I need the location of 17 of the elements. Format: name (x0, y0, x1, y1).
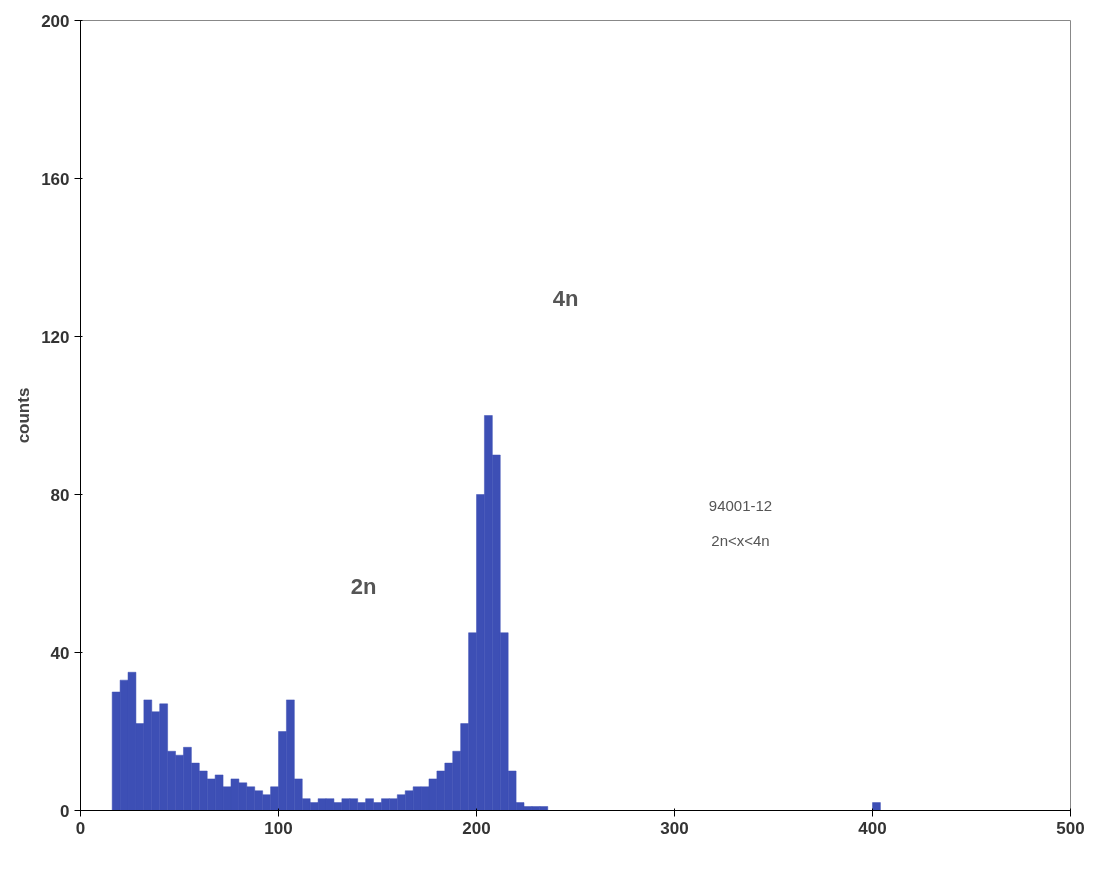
x-tick-label: 200 (462, 818, 491, 838)
annotation: 4n (552, 285, 579, 311)
annotation: 94001-12 (708, 496, 773, 514)
y-tick-label: 40 (50, 643, 70, 663)
x-tick-label: 300 (660, 818, 689, 838)
x-tick-label: 500 (1056, 818, 1085, 838)
y-tick-label: 200 (41, 11, 70, 31)
x-tick-label: 400 (858, 818, 887, 838)
y-tick-label: 120 (41, 327, 70, 347)
annotation: 2n<x<4n (711, 531, 770, 549)
y-tick-label: 80 (50, 485, 70, 505)
x-tick-label: 100 (264, 818, 293, 838)
x-tick-label: 0 (75, 818, 86, 838)
y-axis-title: counts (14, 387, 34, 444)
y-tick-label: 0 (60, 801, 70, 821)
annotation: 2n (350, 573, 377, 599)
y-tick-label: 160 (41, 169, 70, 189)
